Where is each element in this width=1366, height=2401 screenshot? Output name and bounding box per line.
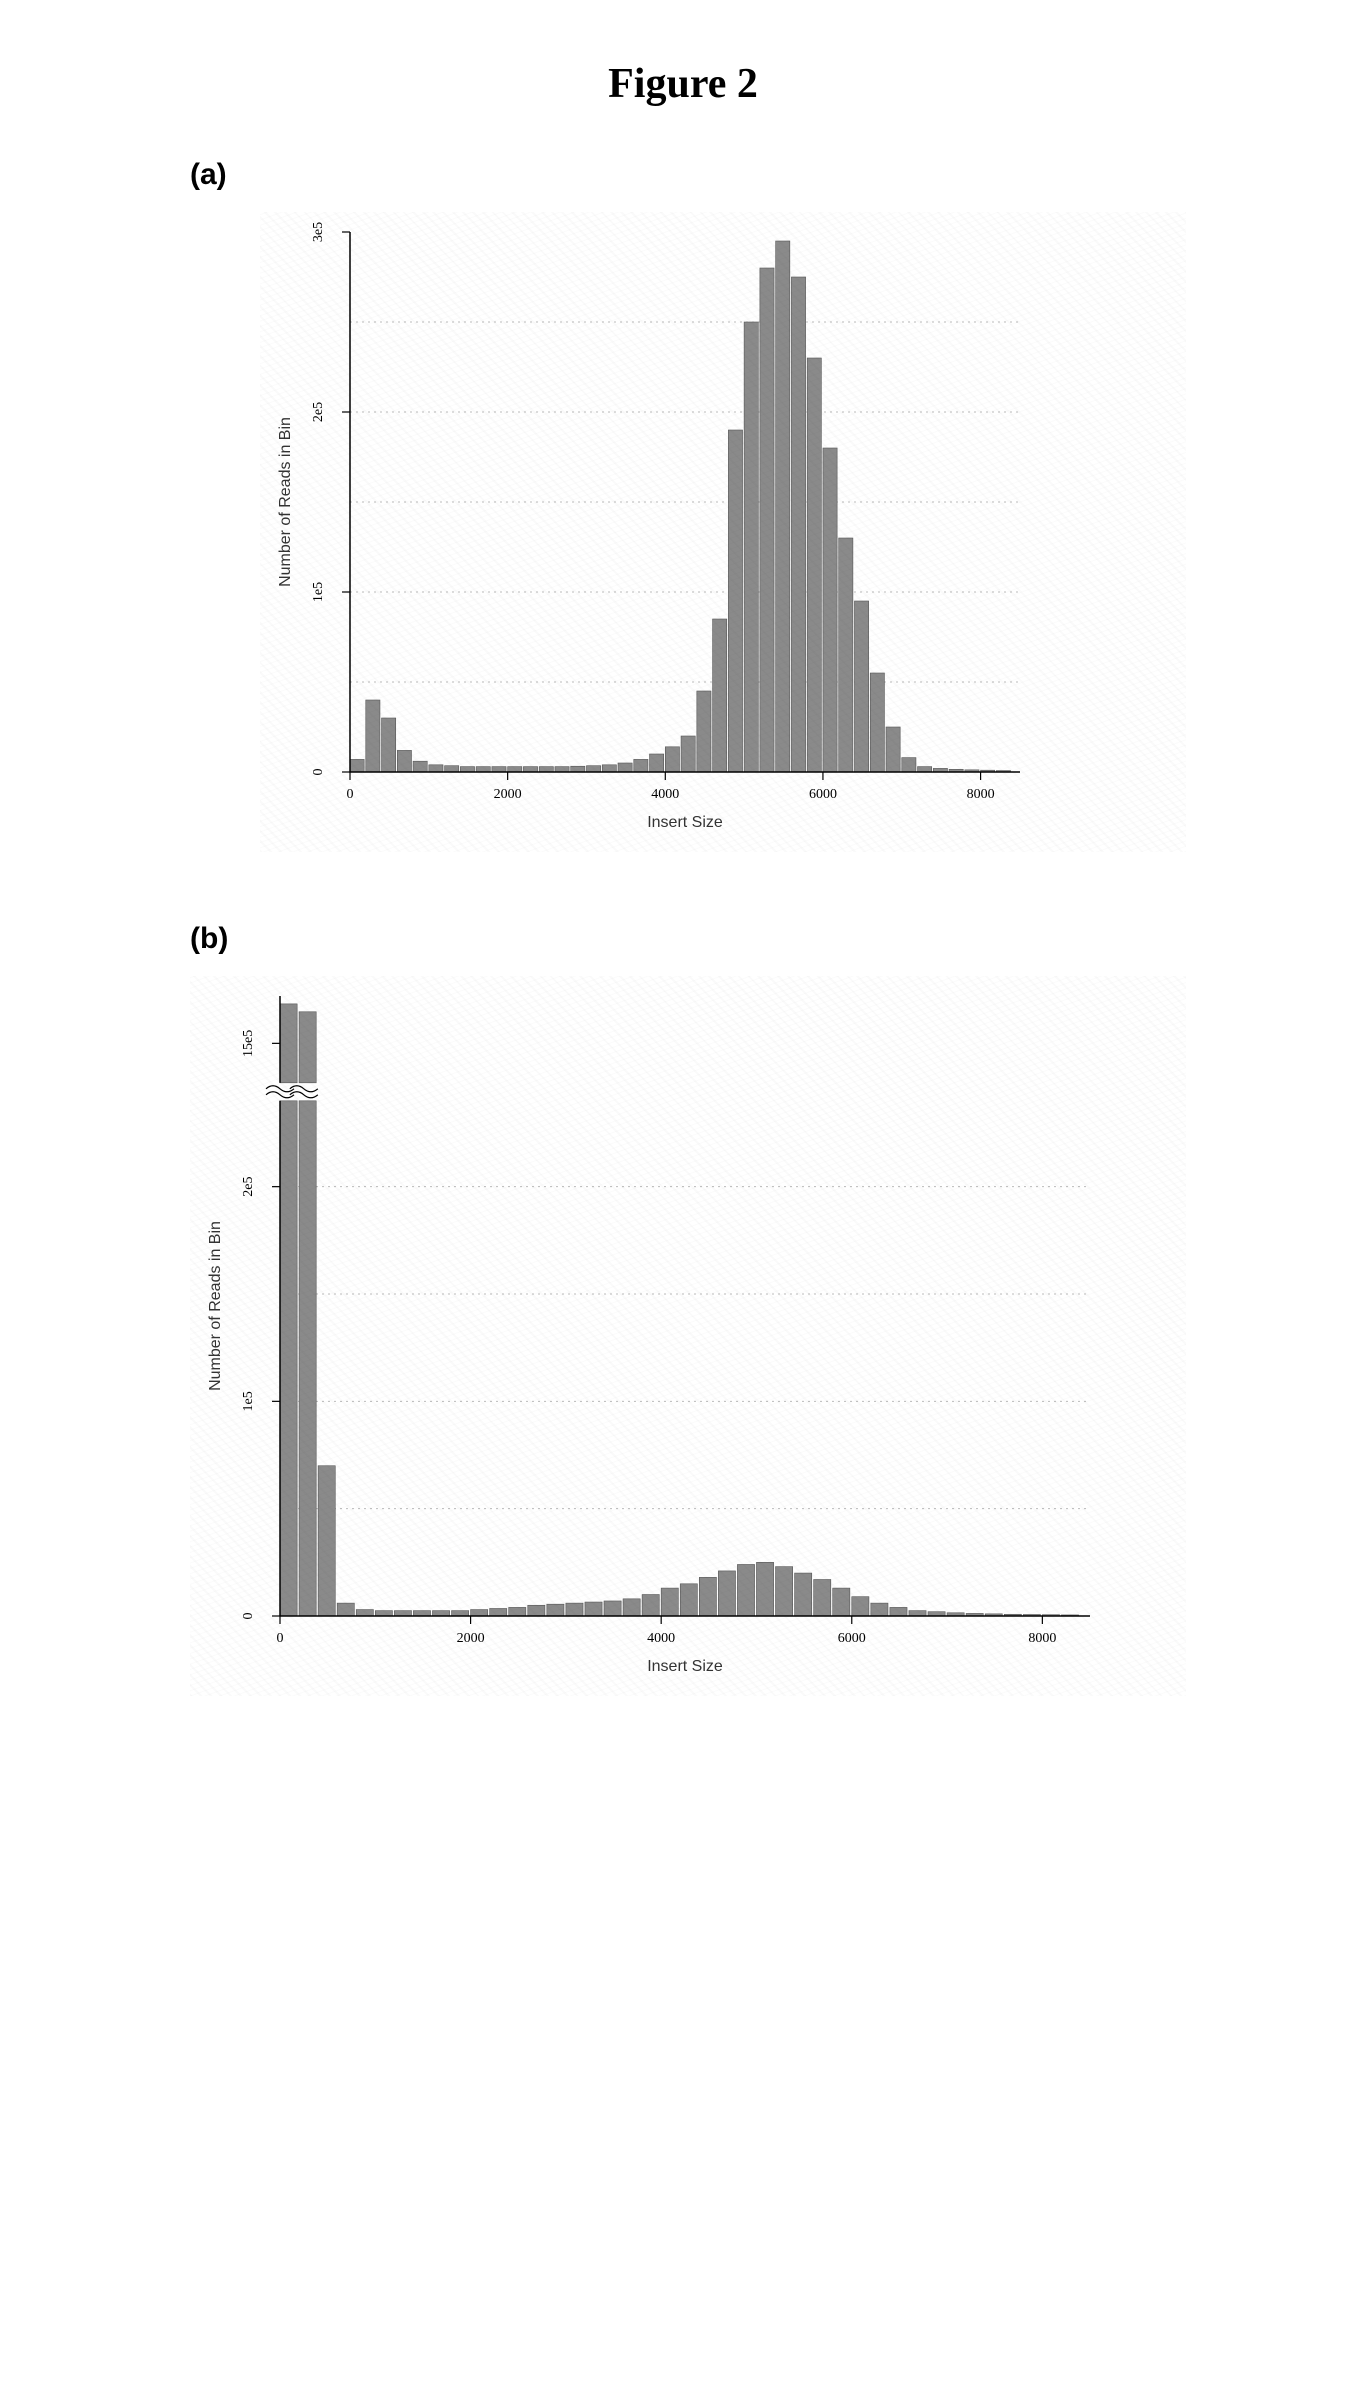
histogram-b: 0 2000 4000 6000 8000 0 1e5 2e5 15e5 Insert Size N…	[190, 976, 1110, 1696]
svg-text:2e5: 2e5	[241, 1177, 256, 1197]
svg-text:15e5: 15e5	[241, 1030, 256, 1057]
svg-text:Number of Reads in Bin: Number of Reads in Bin	[277, 417, 294, 587]
svg-text:2000: 2000	[457, 1631, 485, 1646]
panel-b-label: (b)	[190, 922, 1186, 956]
svg-text:6000: 6000	[809, 787, 837, 802]
svg-text:0: 0	[277, 1631, 284, 1646]
panel-a-chart: 0 2000 4000 6000 8000 0 1e5 2e5 3e5 Insert Size Nu…	[260, 212, 1186, 852]
svg-text:8000: 8000	[1028, 1631, 1056, 1646]
svg-text:1e5: 1e5	[241, 1391, 256, 1411]
svg-text:3e5: 3e5	[311, 222, 326, 242]
svg-text:0: 0	[347, 787, 354, 802]
svg-text:8000: 8000	[967, 787, 995, 802]
figure-title: Figure 2	[180, 60, 1186, 108]
svg-text:Insert Size: Insert Size	[647, 1658, 723, 1675]
svg-text:6000: 6000	[838, 1631, 866, 1646]
svg-text:0: 0	[311, 769, 326, 776]
svg-text:0: 0	[241, 1613, 256, 1620]
svg-text:4000: 4000	[647, 1631, 675, 1646]
figure-page: Figure 2 (a) 0 2000 4000 6000 8000 0 1e5 2e5 3e5…	[0, 0, 1366, 1846]
svg-text:Insert Size: Insert Size	[647, 814, 723, 831]
panel-a-label: (a)	[190, 158, 1186, 192]
svg-text:2e5: 2e5	[311, 402, 326, 422]
svg-text:4000: 4000	[651, 787, 679, 802]
panel-b-chart: 0 2000 4000 6000 8000 0 1e5 2e5 15e5 Insert Size N…	[190, 976, 1186, 1696]
histogram-a: 0 2000 4000 6000 8000 0 1e5 2e5 3e5 Insert Size Nu…	[260, 212, 1040, 852]
svg-text:1e5: 1e5	[311, 582, 326, 602]
svg-text:2000: 2000	[494, 787, 522, 802]
svg-text:Number of Reads in Bin: Number of Reads in Bin	[207, 1221, 224, 1391]
